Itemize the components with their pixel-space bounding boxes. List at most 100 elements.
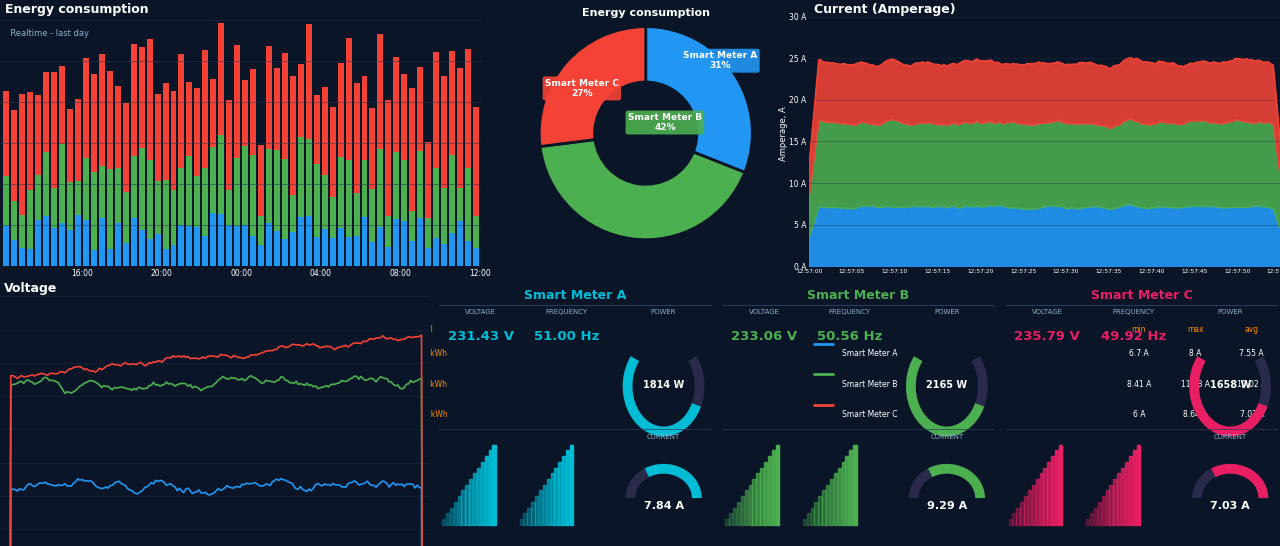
Bar <box>474 473 476 525</box>
Bar <box>854 445 856 525</box>
Text: FREQUENCY: FREQUENCY <box>545 309 588 315</box>
Bar <box>730 513 732 525</box>
Bar <box>472 108 479 216</box>
Text: 0.023 kWh: 0.023 kWh <box>326 410 367 419</box>
Bar <box>803 519 806 525</box>
Bar <box>266 223 271 266</box>
Bar <box>115 223 120 266</box>
Bar <box>842 462 845 525</box>
Text: Energy consumption: Energy consumption <box>5 3 148 16</box>
Bar <box>242 146 248 224</box>
Text: 0.0137 kWh: 0.0137 kWh <box>324 379 370 389</box>
Bar <box>12 240 18 266</box>
Bar <box>106 72 113 169</box>
Bar <box>1129 456 1132 525</box>
Bar <box>330 197 335 238</box>
Bar <box>99 54 105 166</box>
Text: 233.06 V: 233.06 V <box>731 330 797 343</box>
Bar <box>306 216 312 266</box>
Bar <box>814 502 818 525</box>
Bar <box>234 226 241 266</box>
Bar <box>338 63 343 157</box>
Bar <box>442 188 447 245</box>
Bar <box>106 249 113 266</box>
Bar <box>410 241 415 266</box>
Bar <box>36 175 41 220</box>
Bar <box>123 103 129 192</box>
Bar <box>1110 485 1112 525</box>
Bar <box>259 216 264 245</box>
Bar <box>259 145 264 216</box>
Bar <box>562 456 566 525</box>
Bar <box>442 245 447 266</box>
Bar <box>147 39 152 159</box>
Bar <box>370 189 375 241</box>
Text: 7.55 A: 7.55 A <box>1239 349 1265 358</box>
Text: 2165 W: 2165 W <box>927 380 968 390</box>
Bar <box>321 87 328 175</box>
Text: min: min <box>196 325 210 334</box>
Bar <box>76 181 81 216</box>
Bar <box>170 190 177 245</box>
Bar <box>1098 502 1101 525</box>
Text: CURRENT: CURRENT <box>646 434 680 440</box>
Bar <box>1012 513 1016 525</box>
Bar <box>361 217 367 266</box>
Bar <box>547 479 550 525</box>
Bar <box>83 220 88 266</box>
Bar <box>259 245 264 266</box>
Bar <box>457 68 463 188</box>
Bar <box>59 144 65 223</box>
Bar <box>321 229 328 266</box>
Bar <box>550 473 554 525</box>
Bar <box>531 502 535 525</box>
Bar <box>570 445 573 525</box>
Bar <box>772 450 776 525</box>
Text: 8.64 A: 8.64 A <box>1183 410 1207 419</box>
Bar <box>402 159 407 221</box>
Bar <box>745 490 748 525</box>
Bar <box>764 462 768 525</box>
Text: Smart Meter C: Smart Meter C <box>1091 289 1193 302</box>
Bar <box>558 462 562 525</box>
Text: avg: avg <box>1244 325 1258 334</box>
Bar <box>187 82 192 156</box>
Bar <box>178 54 184 168</box>
Bar <box>425 218 431 248</box>
Bar <box>1047 462 1051 525</box>
Bar <box>274 68 280 150</box>
Bar <box>106 169 113 249</box>
Bar <box>1137 445 1140 525</box>
Bar <box>274 230 280 266</box>
Bar <box>289 76 296 195</box>
Text: Energy consumption: Energy consumption <box>581 8 709 18</box>
Text: Smart Meter C: Smart Meter C <box>842 410 897 419</box>
Text: Smart Meter B: Smart Meter B <box>38 379 93 389</box>
Bar <box>76 216 81 266</box>
Bar <box>138 149 145 230</box>
Bar <box>289 232 296 266</box>
Bar <box>457 188 463 221</box>
Bar <box>1051 456 1055 525</box>
Bar <box>477 467 480 525</box>
Text: 7.84 A: 7.84 A <box>644 501 684 511</box>
Text: 6 A: 6 A <box>1133 410 1146 419</box>
Bar <box>361 76 367 160</box>
Bar <box>370 241 375 266</box>
Text: 0.0289 kWh: 0.0289 kWh <box>252 410 298 419</box>
Bar <box>527 508 531 525</box>
Bar <box>472 216 479 248</box>
Bar <box>178 168 184 225</box>
Bar <box>449 508 453 525</box>
Bar <box>776 445 780 525</box>
Bar <box>449 51 454 155</box>
Bar <box>99 166 105 218</box>
Bar <box>733 508 736 525</box>
Bar <box>155 234 160 266</box>
Bar <box>187 156 192 226</box>
Bar <box>818 496 822 525</box>
Bar <box>12 201 18 240</box>
Bar <box>250 236 256 266</box>
Bar <box>822 490 826 525</box>
Bar <box>131 218 137 266</box>
